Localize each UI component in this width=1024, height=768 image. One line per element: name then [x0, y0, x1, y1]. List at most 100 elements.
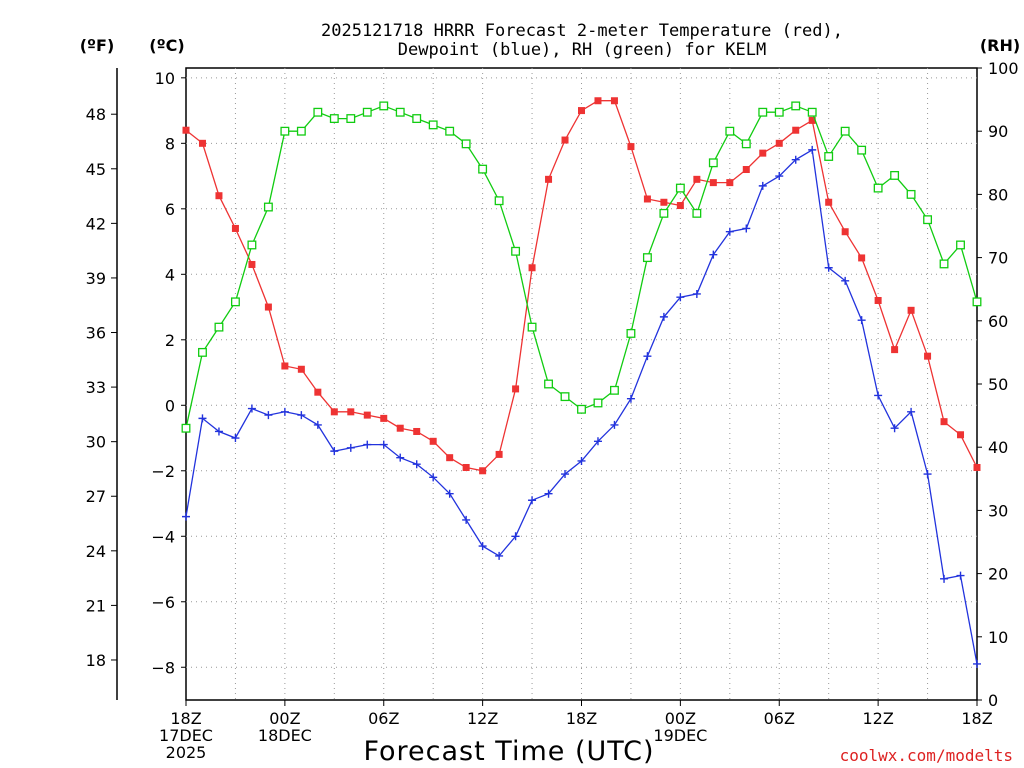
dewpoint-point — [396, 453, 405, 462]
rh-point — [296, 126, 306, 136]
rh-point — [511, 246, 521, 256]
dewpoint-point — [264, 411, 273, 420]
fahrenheit-tick-label: 27 — [86, 487, 106, 506]
dewpoint-point — [528, 496, 537, 505]
temperature-point — [709, 179, 717, 187]
rh-point — [939, 259, 949, 269]
temperature-point — [957, 431, 965, 439]
fahrenheit-tick-label: 36 — [86, 324, 106, 343]
series-1 — [182, 145, 981, 668]
rh-point — [198, 347, 207, 357]
fahrenheit-tick-label: 30 — [86, 433, 106, 452]
temperature-point — [841, 228, 849, 236]
temperature-point — [825, 198, 833, 206]
temperature-point — [676, 202, 684, 210]
dewpoint-point — [313, 420, 322, 429]
rh-point — [610, 385, 619, 395]
x-tick-label: 06Z — [368, 709, 399, 728]
temperature-point — [479, 467, 487, 475]
rh-point — [263, 202, 273, 212]
dewpoint-point — [495, 551, 504, 560]
temperature-point — [297, 365, 305, 373]
rh-point — [247, 240, 257, 250]
dewpoint-point — [231, 434, 240, 443]
dewpoint-point — [659, 312, 668, 321]
x-axis-label: Forecast Time (UTC) — [363, 736, 654, 767]
dewpoint-point — [725, 227, 734, 236]
temperature-point — [495, 450, 503, 458]
fahrenheit-tick-label: 48 — [86, 105, 106, 124]
temperature-point — [380, 414, 388, 422]
x-tick-label: 18DEC — [258, 726, 312, 745]
temperature-point — [594, 97, 602, 105]
temperature-point — [528, 264, 536, 272]
celsius-tick-label: 8 — [165, 134, 175, 153]
rh-point — [758, 107, 768, 117]
rh-point — [692, 208, 702, 218]
rh-tick-label: 10 — [988, 628, 1008, 647]
rh-unit-label: (RH) — [980, 36, 1020, 55]
temperature-point — [792, 126, 800, 134]
rh-point — [890, 170, 900, 180]
dewpoint-point — [198, 414, 207, 423]
x-tick-label: 18Z — [170, 709, 201, 728]
temperature-point — [660, 198, 668, 206]
rh-tick-label: 50 — [988, 375, 1008, 394]
rh-point — [857, 145, 867, 155]
dewpoint-point — [593, 437, 602, 446]
rh-point — [527, 322, 537, 332]
rh-tick-label: 0 — [988, 691, 998, 710]
series-0 — [182, 97, 981, 475]
dewpoint-point — [280, 407, 289, 416]
rh-point — [824, 152, 834, 161]
rh-point — [379, 101, 389, 111]
dewpoint-point — [890, 424, 899, 433]
rh-point — [906, 189, 916, 199]
rh-point — [478, 164, 488, 174]
celsius-tick-label: −4 — [151, 527, 175, 546]
celsius-tick-label: 4 — [165, 265, 175, 284]
chart-title-line-2: Dewpoint (blue), RH (green) for KELM — [398, 40, 766, 60]
temperature-point — [264, 303, 272, 311]
dewpoint-point — [791, 155, 800, 164]
rh-point — [280, 126, 290, 136]
rh-point — [461, 139, 471, 149]
temperature-point — [215, 192, 223, 200]
rh-point — [577, 404, 586, 414]
dewpoint-point — [214, 427, 223, 436]
dewpoint-point — [610, 420, 619, 429]
series-2 — [181, 101, 982, 433]
rh-point — [362, 107, 372, 117]
rh-tick-label: 40 — [988, 438, 1008, 457]
celsius-tick-label: 0 — [165, 396, 175, 415]
temperature-point — [610, 97, 618, 105]
temperature-point — [891, 346, 899, 354]
temperature-point — [561, 136, 569, 144]
dewpoint-point — [857, 316, 866, 325]
rh-tick-label: 20 — [988, 565, 1008, 584]
x-tick-label: 19DEC — [653, 726, 707, 745]
chart-title-line-1: 2025121718 HRRR Forecast 2-meter Tempera… — [321, 21, 843, 41]
dewpoint-point — [429, 473, 438, 482]
fahrenheit-tick-label: 33 — [86, 378, 106, 397]
rh-tick-label: 90 — [988, 122, 1008, 141]
temperature-point — [512, 385, 520, 393]
temperature-point — [347, 408, 355, 416]
temperature-point — [578, 107, 585, 115]
dewpoint-point — [478, 542, 487, 551]
rh-point — [791, 101, 801, 111]
temperature-point — [413, 427, 421, 435]
celsius-tick-label: −8 — [151, 658, 175, 677]
fahrenheit-tick-label: 39 — [86, 269, 106, 288]
temperature-point — [924, 352, 932, 360]
rh-point — [214, 322, 224, 332]
dewpoint-point — [182, 512, 190, 521]
x-tick-label: 12Z — [862, 709, 893, 728]
x-tick-label: 18Z — [566, 709, 597, 728]
fahrenheit-tick-label: 24 — [86, 542, 106, 561]
dewpoint-point — [758, 181, 767, 190]
rh-tick-label: 100 — [988, 59, 1019, 78]
axis-ticks: 1086420−2−4−6−84845423936333027242118100… — [86, 59, 1019, 762]
rh-point — [972, 297, 982, 307]
